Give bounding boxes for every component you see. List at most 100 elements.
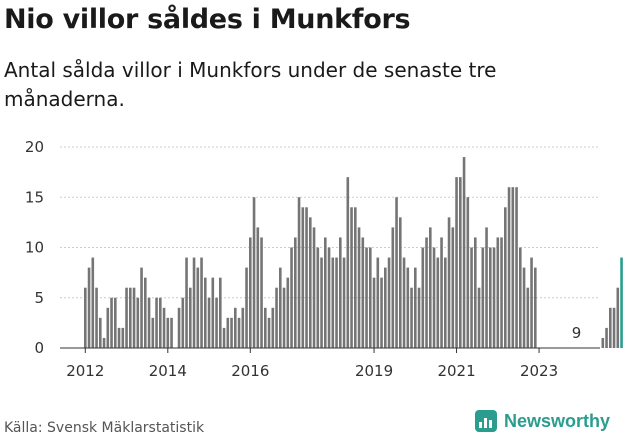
y-tick-label: 10 bbox=[25, 239, 44, 257]
bar bbox=[200, 257, 203, 348]
bar bbox=[170, 317, 173, 348]
bar bbox=[399, 217, 402, 348]
newsworthy-logo-icon bbox=[475, 410, 497, 432]
bar bbox=[230, 317, 233, 348]
bar bbox=[211, 277, 215, 348]
bar bbox=[417, 287, 421, 348]
bar bbox=[110, 297, 113, 348]
bar bbox=[215, 297, 218, 348]
bar bbox=[226, 317, 230, 348]
x-tick-label: 2012 bbox=[66, 362, 104, 380]
y-tick-label: 15 bbox=[25, 188, 44, 206]
bar bbox=[312, 227, 316, 348]
bar bbox=[320, 257, 323, 348]
x-tick-label: 2019 bbox=[355, 362, 393, 380]
bar bbox=[346, 177, 350, 348]
bar bbox=[256, 227, 260, 348]
x-tick-label: 2014 bbox=[149, 362, 187, 380]
bar bbox=[369, 247, 372, 348]
bar bbox=[462, 157, 466, 348]
bar bbox=[361, 237, 365, 348]
bar bbox=[99, 317, 102, 348]
bar bbox=[252, 197, 256, 348]
bar bbox=[470, 247, 473, 348]
bar bbox=[132, 287, 136, 348]
bar bbox=[335, 257, 338, 348]
bar bbox=[219, 277, 222, 348]
bar bbox=[275, 287, 278, 348]
bar bbox=[601, 337, 605, 348]
bar bbox=[140, 267, 143, 348]
bar bbox=[421, 247, 425, 348]
newsworthy-logo: Newsworthy bbox=[475, 410, 610, 432]
bar bbox=[204, 277, 207, 348]
bar bbox=[309, 217, 312, 348]
bar bbox=[429, 227, 432, 348]
bar bbox=[185, 257, 188, 348]
bar bbox=[331, 257, 335, 348]
bar bbox=[459, 177, 462, 348]
bar bbox=[395, 197, 398, 348]
bar bbox=[511, 187, 515, 348]
bar bbox=[301, 207, 305, 348]
bar bbox=[316, 247, 320, 348]
bar bbox=[147, 297, 151, 348]
bar bbox=[519, 247, 522, 348]
bar bbox=[166, 317, 170, 348]
bar bbox=[286, 277, 290, 348]
bar bbox=[290, 247, 293, 348]
x-tick-label: 2021 bbox=[437, 362, 475, 380]
bar bbox=[297, 197, 301, 348]
bar bbox=[342, 257, 346, 348]
bar bbox=[339, 237, 342, 348]
bar bbox=[402, 257, 406, 348]
bar bbox=[496, 237, 500, 348]
value-annotation: 9 bbox=[572, 324, 582, 342]
bar bbox=[522, 267, 526, 348]
bar bbox=[84, 287, 87, 348]
bar bbox=[492, 247, 496, 348]
bar bbox=[410, 287, 413, 348]
bar bbox=[241, 307, 245, 348]
bar bbox=[245, 267, 248, 348]
bar bbox=[474, 237, 477, 348]
bar bbox=[616, 287, 620, 348]
bar bbox=[117, 327, 121, 348]
bar bbox=[192, 257, 196, 348]
bar bbox=[391, 227, 395, 348]
y-tick-label: 5 bbox=[34, 289, 44, 307]
bar bbox=[357, 227, 361, 348]
x-tick-label: 2023 bbox=[520, 362, 558, 380]
bar bbox=[481, 247, 485, 348]
bar bbox=[365, 247, 368, 348]
bar bbox=[477, 287, 481, 348]
bar bbox=[87, 267, 91, 348]
bar bbox=[264, 307, 267, 348]
bar bbox=[432, 247, 436, 348]
bar bbox=[440, 237, 443, 348]
source-note: Källa: Svensk Mäklarstatistik bbox=[4, 420, 205, 436]
bar bbox=[350, 207, 353, 348]
bar bbox=[162, 307, 166, 348]
bar bbox=[372, 277, 376, 348]
bar bbox=[91, 257, 95, 348]
bar bbox=[151, 317, 155, 348]
bar bbox=[249, 237, 252, 348]
bar bbox=[500, 237, 503, 348]
highlight-bar bbox=[620, 257, 623, 348]
bar bbox=[530, 257, 533, 348]
bar bbox=[534, 267, 537, 348]
bar bbox=[526, 287, 530, 348]
bar bbox=[376, 257, 380, 348]
bar bbox=[271, 307, 275, 348]
x-tick-label: 2016 bbox=[231, 362, 269, 380]
bar bbox=[455, 177, 458, 348]
bar bbox=[282, 287, 286, 348]
bar bbox=[466, 197, 470, 348]
chart-title: Nio villor såldes i Munkfors bbox=[4, 4, 411, 35]
bar bbox=[485, 227, 488, 348]
brand-name: Newsworthy bbox=[504, 410, 611, 431]
bar bbox=[102, 337, 106, 348]
bar bbox=[196, 267, 200, 348]
